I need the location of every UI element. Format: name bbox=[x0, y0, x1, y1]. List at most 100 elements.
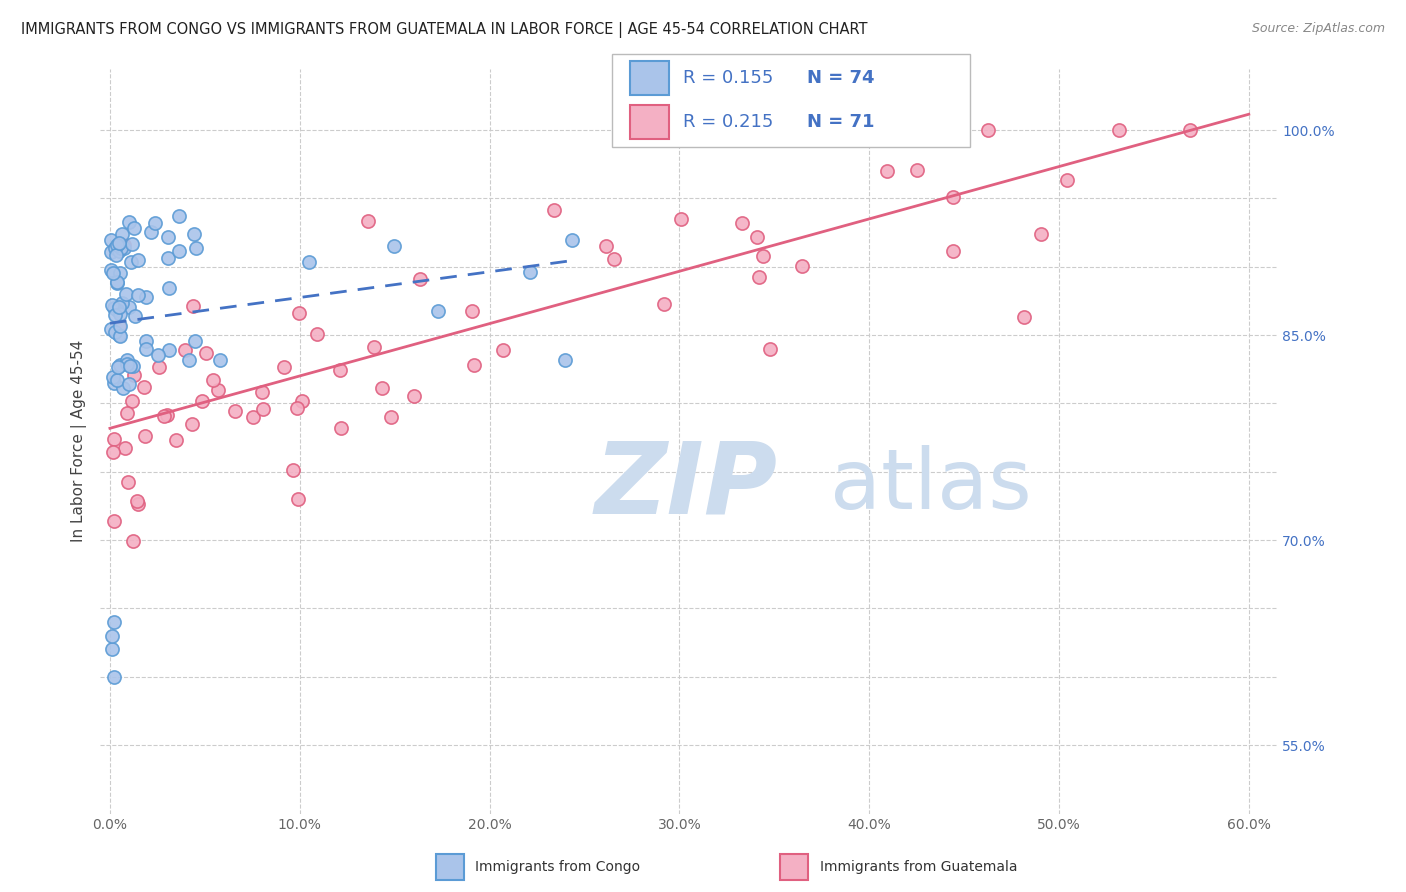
Point bbox=[519, 264, 541, 278]
Text: atlas: atlas bbox=[830, 445, 1032, 526]
Point bbox=[156, 408, 179, 422]
Point bbox=[252, 402, 274, 417]
Point bbox=[120, 255, 142, 269]
Point bbox=[382, 239, 405, 253]
Point bbox=[100, 262, 122, 277]
Point bbox=[148, 348, 170, 362]
Text: N = 71: N = 71 bbox=[807, 113, 875, 131]
Point bbox=[363, 339, 385, 353]
Point bbox=[101, 445, 124, 459]
Point bbox=[100, 245, 122, 260]
Point bbox=[139, 225, 162, 239]
Point bbox=[110, 359, 132, 373]
Text: Immigrants from Congo: Immigrants from Congo bbox=[475, 860, 640, 874]
Point bbox=[122, 534, 145, 549]
Point bbox=[745, 229, 768, 244]
Point bbox=[135, 334, 157, 348]
Point bbox=[103, 376, 125, 390]
Point bbox=[942, 244, 965, 258]
Point bbox=[1108, 123, 1130, 137]
Point bbox=[329, 362, 352, 376]
Point bbox=[127, 497, 149, 511]
Point bbox=[100, 322, 122, 336]
Point bbox=[242, 410, 264, 425]
Point bbox=[105, 276, 128, 290]
Y-axis label: In Labor Force | Age 45-54: In Labor Force | Age 45-54 bbox=[72, 340, 87, 542]
Point bbox=[808, 125, 831, 139]
Point bbox=[174, 343, 197, 358]
Point bbox=[184, 334, 207, 348]
Text: ZIP: ZIP bbox=[595, 437, 778, 534]
Point bbox=[194, 346, 217, 360]
Point bbox=[111, 382, 134, 396]
Point bbox=[157, 230, 180, 244]
Point bbox=[1029, 227, 1052, 242]
Point bbox=[104, 247, 127, 261]
Point bbox=[104, 241, 127, 255]
Point bbox=[105, 275, 128, 289]
Point bbox=[148, 360, 170, 375]
Point bbox=[108, 319, 131, 334]
Point bbox=[167, 244, 190, 258]
Point bbox=[977, 123, 1000, 137]
Point bbox=[165, 433, 187, 447]
Point bbox=[181, 299, 204, 313]
Point bbox=[108, 235, 131, 250]
Point bbox=[1056, 173, 1078, 187]
Point bbox=[157, 343, 180, 357]
Point bbox=[115, 406, 138, 420]
Point bbox=[370, 381, 392, 395]
Point bbox=[167, 210, 190, 224]
Point bbox=[186, 241, 208, 255]
Point bbox=[426, 304, 449, 318]
Point bbox=[108, 301, 131, 315]
Point bbox=[103, 670, 125, 684]
Point bbox=[135, 290, 157, 304]
Point bbox=[561, 233, 583, 247]
Point bbox=[288, 306, 311, 320]
Point bbox=[108, 319, 131, 334]
Point bbox=[104, 308, 127, 322]
Point bbox=[101, 642, 124, 657]
Point bbox=[305, 326, 328, 341]
Point bbox=[671, 211, 693, 226]
Text: N = 74: N = 74 bbox=[807, 69, 875, 87]
Point bbox=[105, 373, 128, 387]
Text: R = 0.215: R = 0.215 bbox=[683, 113, 773, 131]
Point bbox=[157, 280, 180, 294]
Point bbox=[1012, 310, 1035, 324]
Point bbox=[115, 353, 138, 368]
Point bbox=[107, 327, 129, 342]
Point bbox=[103, 370, 125, 384]
Point bbox=[145, 216, 167, 230]
Point bbox=[118, 376, 141, 391]
Point bbox=[492, 343, 515, 358]
Point bbox=[122, 359, 145, 374]
Point bbox=[595, 239, 617, 253]
Point bbox=[108, 307, 131, 321]
Point bbox=[111, 296, 134, 310]
Point bbox=[111, 227, 134, 242]
Point bbox=[127, 288, 149, 302]
Point bbox=[101, 298, 124, 312]
Point bbox=[108, 244, 131, 259]
Point bbox=[252, 384, 274, 399]
Point bbox=[554, 352, 576, 367]
Point bbox=[118, 301, 141, 315]
Point bbox=[114, 442, 136, 456]
Point bbox=[112, 240, 135, 254]
Point bbox=[207, 383, 229, 397]
Point bbox=[543, 203, 565, 218]
Point bbox=[105, 238, 128, 252]
Point bbox=[103, 615, 125, 629]
Point bbox=[127, 494, 149, 508]
Point bbox=[281, 462, 304, 476]
Point bbox=[135, 342, 157, 356]
Text: R = 0.155: R = 0.155 bbox=[683, 69, 773, 87]
Text: Immigrants from Guatemala: Immigrants from Guatemala bbox=[820, 860, 1017, 874]
Point bbox=[461, 304, 484, 318]
Point bbox=[121, 236, 143, 251]
Point bbox=[105, 303, 128, 318]
Point bbox=[103, 301, 125, 315]
Point bbox=[748, 270, 770, 285]
